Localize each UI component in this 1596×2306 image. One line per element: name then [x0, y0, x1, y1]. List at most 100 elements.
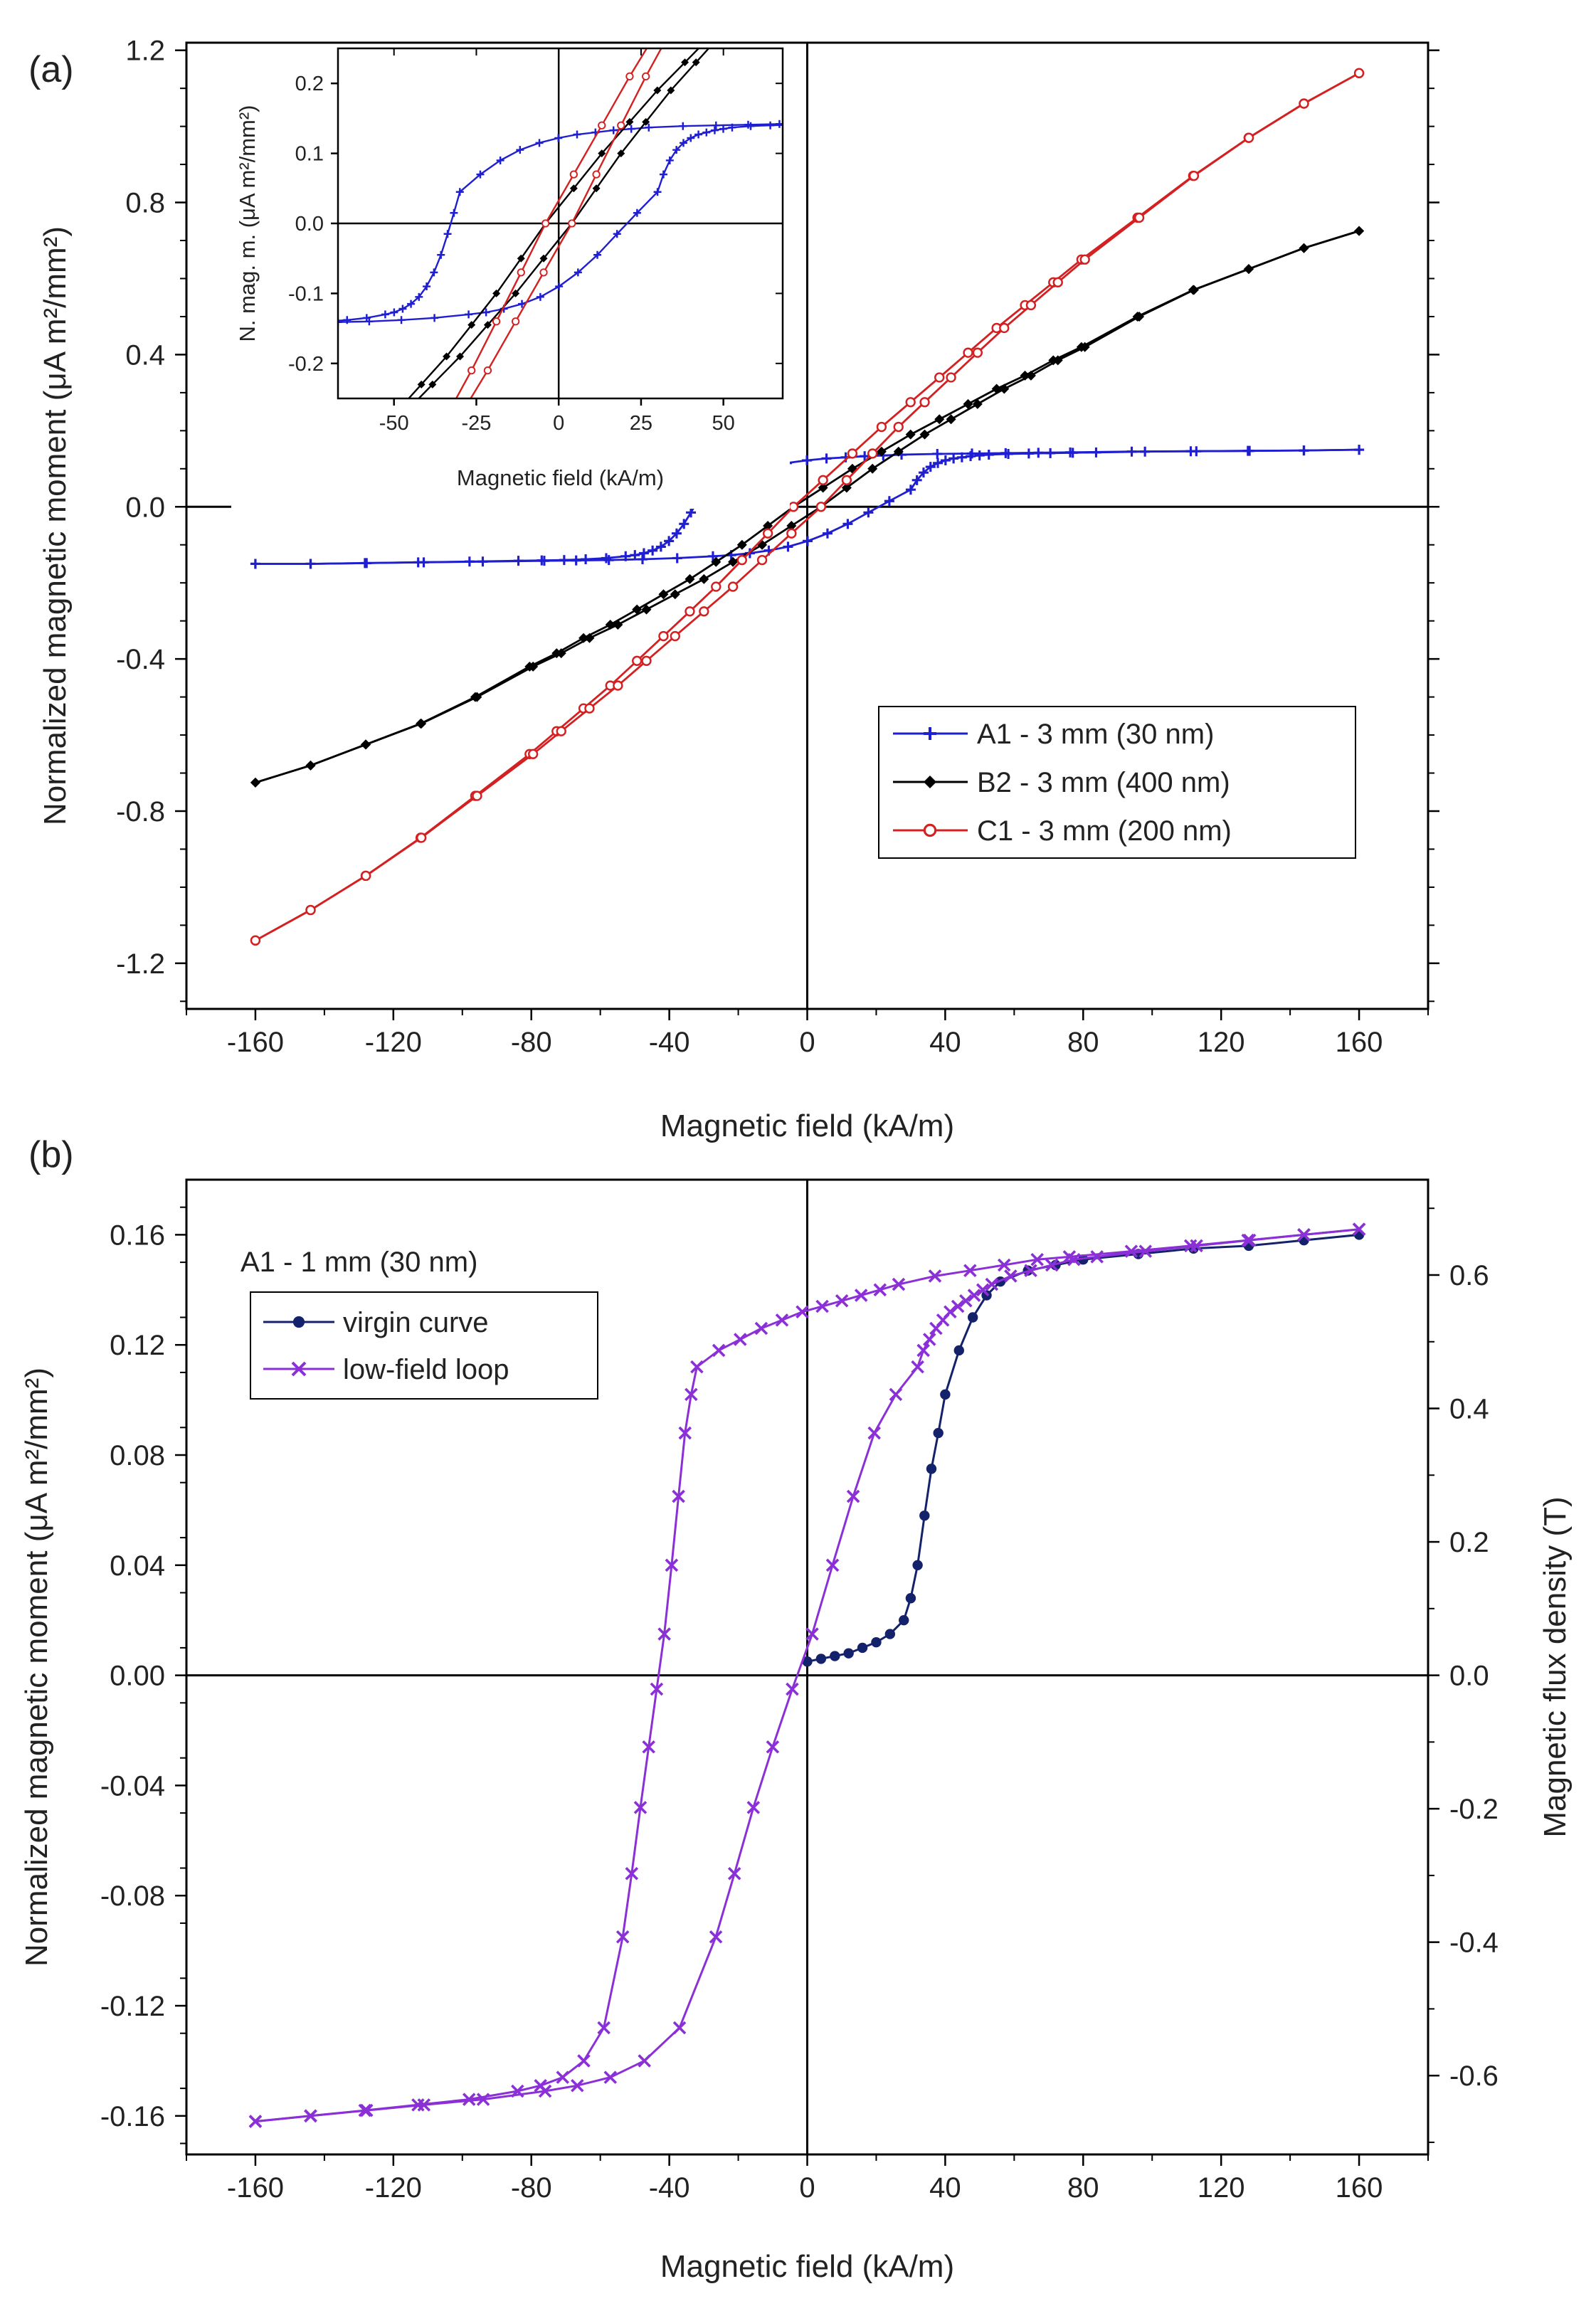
- y2-tick-label: -0.4: [1449, 1927, 1499, 1959]
- series-2-point: [613, 680, 623, 691]
- series-0-point: [518, 300, 527, 308]
- series-2-point: [762, 528, 773, 539]
- series-1-point: [556, 648, 566, 659]
- series-0-point: [707, 551, 718, 561]
- series-1-point: [667, 86, 675, 95]
- series-0-point: [843, 1648, 854, 1659]
- series-0-point: [609, 126, 618, 134]
- series-2-point: [946, 372, 956, 383]
- series-1-point: [911, 1360, 924, 1374]
- x-tick-label: -80: [511, 1027, 552, 1058]
- series-0-point: [430, 268, 438, 277]
- series-1-point: [483, 321, 492, 329]
- series-1-point: [597, 2021, 611, 2035]
- series-0-point: [539, 556, 549, 566]
- series-1-point: [1297, 1228, 1311, 1242]
- series-2-point: [347, 591, 354, 598]
- series-1-point: [625, 1866, 639, 1881]
- series-1-point: [1190, 1239, 1203, 1253]
- y-tick-label: 0.12: [110, 1330, 165, 1361]
- y-tick-label: -0.4: [116, 644, 165, 675]
- series-0-point: [925, 462, 936, 472]
- series-1-point: [638, 2054, 651, 2068]
- series-1-point: [632, 604, 643, 615]
- series-2-point: [972, 347, 983, 358]
- series-0-point: [134, 323, 142, 331]
- series-0-point: [633, 208, 641, 217]
- series-1-point: [919, 429, 930, 440]
- series-0-point: [863, 507, 874, 518]
- x-tick-label: 50: [712, 412, 735, 435]
- series-1-point: [946, 414, 956, 425]
- y-tick-label: -0.8: [116, 796, 165, 827]
- series-0-point: [884, 1629, 896, 1639]
- series-0-point: [679, 122, 687, 130]
- series-1-point: [734, 1333, 747, 1346]
- series-0-point: [822, 528, 833, 539]
- series-1-point: [854, 1289, 868, 1302]
- series-2-point: [81, 962, 88, 968]
- series-0-point: [948, 453, 959, 464]
- series-2-point: [841, 475, 852, 486]
- x-tick-label: -160: [227, 1027, 284, 1058]
- series-1-point: [304, 2109, 317, 2123]
- series-1-point: [690, 1360, 704, 1374]
- series-0-point: [710, 126, 719, 134]
- series-1-point: [709, 31, 717, 38]
- series-1-point: [512, 289, 520, 297]
- x-tick-label: 0: [799, 1027, 815, 1058]
- series-0-point: [983, 450, 994, 460]
- series-0-point: [686, 507, 697, 518]
- series-2-point: [28, 1018, 35, 1025]
- series-2-point: [81, 962, 88, 968]
- series-1-point: [1090, 1250, 1104, 1264]
- series-2-point: [1353, 68, 1365, 78]
- series-1-point: [625, 117, 634, 126]
- series-0-point: [976, 117, 983, 125]
- series-1-point: [641, 604, 652, 615]
- series-1-point: [1025, 370, 1036, 381]
- inset-x-axis-title: Magnetic field (kA/m): [457, 465, 664, 490]
- series-0-point: [857, 1642, 868, 1654]
- x-axis-title: Magnetic field (kA/m): [660, 2249, 954, 2284]
- series-0-point: [1029, 116, 1037, 124]
- series-0-point: [80, 324, 88, 332]
- series-1-point: [685, 573, 695, 584]
- panel-label-a: (a): [28, 49, 74, 90]
- y-tick-label: -0.04: [100, 1770, 165, 1802]
- series-1-point: [712, 1343, 726, 1358]
- legend-label-0: A1 - 3 mm (30 nm): [977, 719, 1214, 750]
- series-1-point: [28, 727, 36, 735]
- series-2-point: [699, 606, 709, 617]
- y2-tick-label: 0.2: [1449, 1527, 1489, 1558]
- series-1-point: [1024, 1264, 1037, 1277]
- y2-tick-label: -0.2: [1449, 1794, 1499, 1825]
- series-0-point: [884, 496, 894, 507]
- series-2-point: [290, 675, 297, 682]
- series-1-point: [963, 1264, 977, 1277]
- series-1-point: [528, 661, 539, 672]
- series-0-point: [637, 554, 648, 565]
- series-2-point: [598, 121, 606, 129]
- series-1-point: [959, 1294, 973, 1308]
- series-2-point: [316, 633, 322, 640]
- series-2-point: [632, 655, 643, 666]
- series-0-point: [802, 1656, 813, 1667]
- y-tick-label: -0.2: [288, 353, 324, 376]
- series-1-point: [717, 31, 725, 38]
- series-1-point: [670, 589, 680, 600]
- series-0-point: [712, 121, 720, 129]
- series-2-point: [642, 72, 650, 80]
- series-2-point: [517, 268, 525, 277]
- series-2-point: [999, 322, 1010, 334]
- series-1-point: [650, 1682, 664, 1696]
- series-1-point: [603, 2070, 618, 2084]
- series-1-point: [818, 482, 828, 493]
- series-1-point: [815, 1299, 829, 1313]
- series-0-point: [659, 170, 667, 179]
- series-1-point: [80, 696, 88, 704]
- series-2-point: [876, 421, 887, 433]
- series-2-point: [568, 219, 576, 228]
- series-1-point: [456, 352, 465, 361]
- series-2-point: [305, 904, 316, 916]
